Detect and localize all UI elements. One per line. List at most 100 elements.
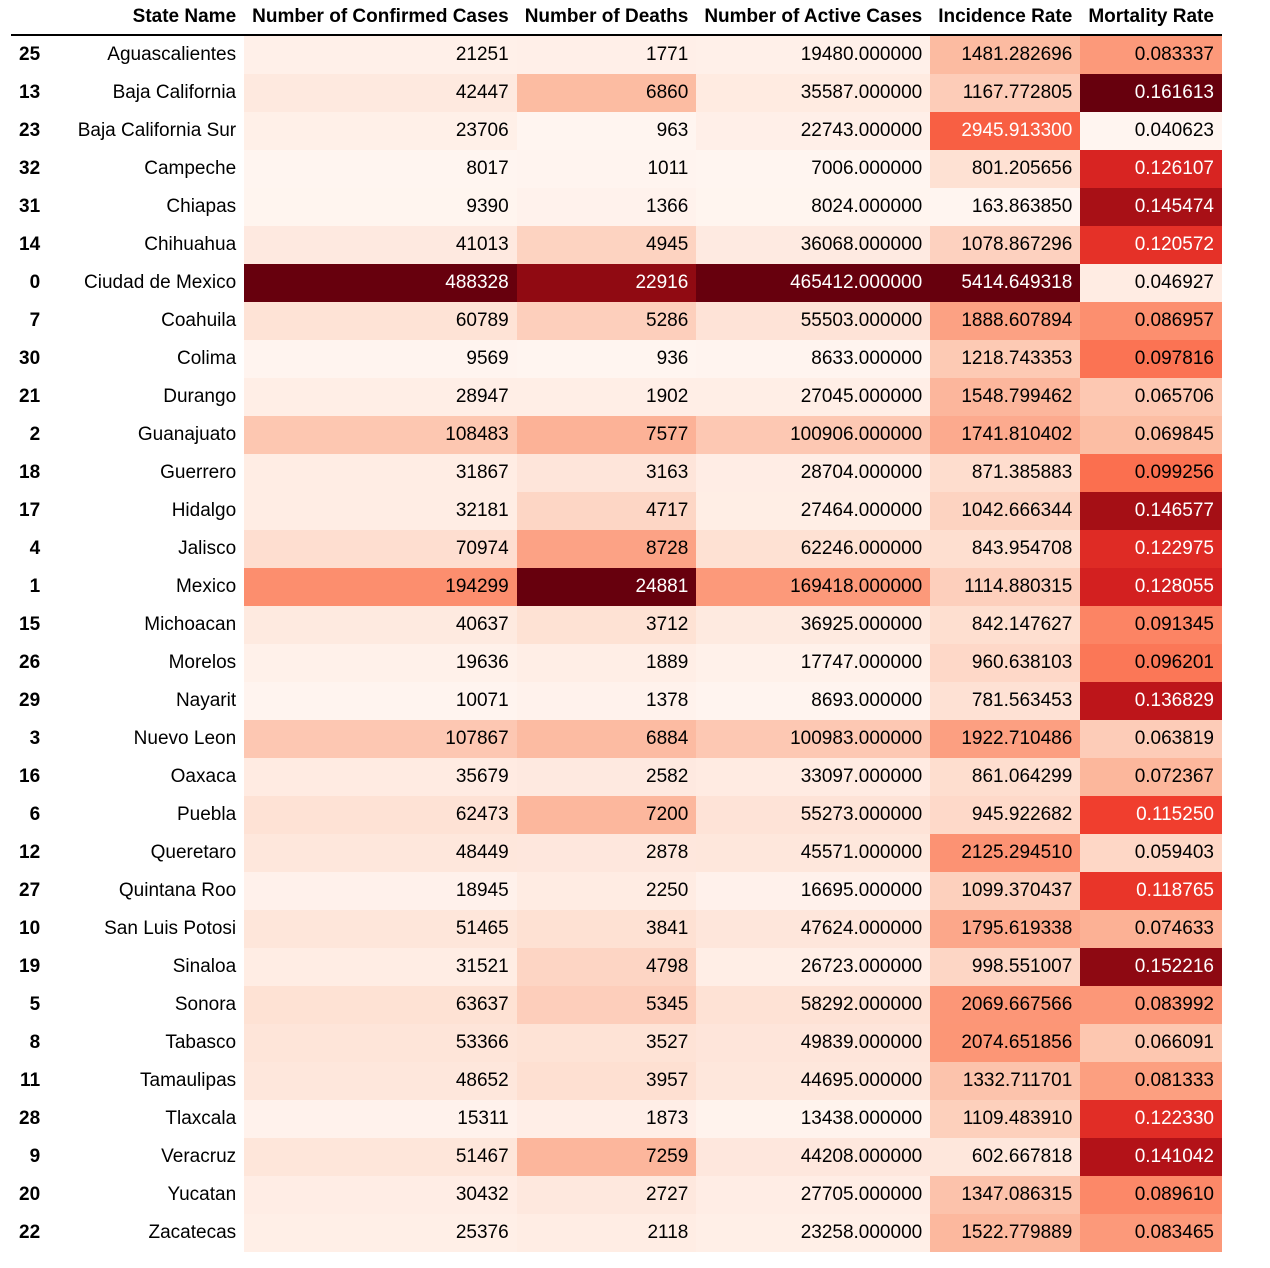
table-row: 14 Chihuahua 41013 4945 36068.000000 1078.867… [11,226,1222,264]
table-row: 19 Sinaloa 31521 4798 26723.000000 998.551007… [11,948,1222,986]
incidence-rate-cell: 5414.649318 [930,264,1081,302]
state-name-cell: Oaxaca [170,766,237,787]
state-name-cell: Coahuila [161,310,237,331]
deaths-cell: 3163 [516,454,697,492]
row-index: 3 [29,728,41,749]
incidence-rate-cell: 781.563453 [930,682,1081,720]
confirmed-cases-cell: 107867 [244,720,517,758]
row-index: 0 [29,272,41,293]
table-row: 17 Hidalgo 32181 4717 27464.000000 1042.66634… [11,492,1222,530]
mortality-rate-cell: 0.069845 [1080,416,1222,454]
confirmed-cases-cell: 62473 [244,796,517,834]
incidence-rate-cell: 1109.483910 [930,1100,1081,1138]
header-row: State Name Number of Confirmed Cases Num… [11,0,1222,36]
table-row: 22 Zacatecas 25376 2118 23258.000000 1522.779… [11,1214,1222,1252]
deaths-cell: 963 [516,112,697,150]
table-row: 23 Baja California Sur 23706 963 22743.00000… [11,112,1222,150]
mortality-rate-cell: 0.063819 [1080,720,1222,758]
active-cases-cell: 55503.000000 [696,302,931,340]
table-row: 7 Coahuila 60789 5286 55503.000000 1888.60789… [11,302,1222,340]
mortality-rate-cell: 0.161613 [1080,74,1222,112]
deaths-cell: 1873 [516,1100,697,1138]
table-row: 3 Nuevo Leon 107867 6884 100983.000000 1922.7… [11,720,1222,758]
state-name-cell: Colima [177,348,237,369]
confirmed-cases-cell: 70974 [244,530,517,568]
active-cases-cell: 36925.000000 [696,606,931,644]
deaths-cell: 7200 [516,796,697,834]
table-row: 18 Guerrero 31867 3163 28704.000000 871.38588… [11,454,1222,492]
state-name-cell: Queretaro [150,842,237,863]
mortality-rate-cell: 0.091345 [1080,606,1222,644]
table-row: 16 Oaxaca 35679 2582 33097.000000 861.064299 0… [11,758,1222,796]
row-index: 16 [19,766,41,787]
state-name-cell: Mexico [175,576,237,597]
row-index: 27 [19,880,41,901]
column-header-active-cases: Number of Active Cases [696,0,931,36]
deaths-cell: 1771 [516,35,697,74]
deaths-cell: 936 [516,340,697,378]
confirmed-cases-cell: 9569 [244,340,517,378]
active-cases-cell: 27705.000000 [696,1176,931,1214]
state-name-cell: San Luis Potosi [104,918,237,939]
row-index: 23 [19,120,41,141]
active-cases-cell: 13438.000000 [696,1100,931,1138]
table-body: 25 Aguascalientes 21251 1771 19480.000000 148… [11,35,1222,1252]
row-index: 4 [29,538,41,559]
confirmed-cases-cell: 21251 [244,35,517,74]
table-row: 30 Colima 9569 936 8633.000000 1218.743353 0.0… [11,340,1222,378]
row-index: 21 [19,386,41,407]
mortality-rate-cell: 0.083465 [1080,1214,1222,1252]
state-name-cell: Chihuahua [144,234,237,255]
state-name-cell: Puebla [176,804,237,825]
deaths-cell: 2118 [516,1214,697,1252]
confirmed-cases-cell: 48449 [244,834,517,872]
row-index: 8 [29,1032,41,1053]
row-index: 19 [19,956,41,977]
state-name-cell: Chiapas [166,196,237,217]
table-row: 31 Chiapas 9390 1366 8024.000000 163.863850 0.… [11,188,1222,226]
incidence-rate-cell: 1114.880315 [930,568,1081,606]
incidence-rate-cell: 843.954708 [930,530,1081,568]
active-cases-cell: 26723.000000 [696,948,931,986]
deaths-cell: 3841 [516,910,697,948]
mortality-rate-cell: 0.066091 [1080,1024,1222,1062]
incidence-rate-cell: 163.863850 [930,188,1081,226]
state-name-cell: Nayarit [175,690,237,711]
deaths-cell: 2582 [516,758,697,796]
incidence-rate-cell: 1795.619338 [930,910,1081,948]
row-index: 29 [19,690,41,711]
state-name-cell: Baja California Sur [77,120,237,141]
state-name-cell: Morelos [168,652,237,673]
row-index: 28 [19,1108,41,1129]
mortality-rate-cell: 0.152216 [1080,948,1222,986]
state-name-cell: Jalisco [178,538,237,559]
active-cases-cell: 169418.000000 [696,568,931,606]
active-cases-cell: 22743.000000 [696,112,931,150]
table-row: 10 San Luis Potosi 51465 3841 47624.000000 17… [11,910,1222,948]
incidence-rate-cell: 1218.743353 [930,340,1081,378]
row-index: 7 [29,310,41,331]
incidence-rate-cell: 1042.666344 [930,492,1081,530]
confirmed-cases-cell: 35679 [244,758,517,796]
active-cases-cell: 33097.000000 [696,758,931,796]
confirmed-cases-cell: 9390 [244,188,517,226]
incidence-rate-cell: 1548.799462 [930,378,1081,416]
deaths-cell: 2878 [516,834,697,872]
deaths-cell: 3712 [516,606,697,644]
row-index: 13 [19,82,41,103]
active-cases-cell: 55273.000000 [696,796,931,834]
column-header-index [11,0,49,36]
incidence-rate-cell: 2945.913300 [930,112,1081,150]
mortality-rate-cell: 0.065706 [1080,378,1222,416]
table-row: 25 Aguascalientes 21251 1771 19480.000000 148… [11,35,1222,74]
row-index: 17 [19,500,41,521]
incidence-rate-cell: 1167.772805 [930,74,1081,112]
confirmed-cases-cell: 63637 [244,986,517,1024]
state-name-cell: Tabasco [165,1032,237,1053]
confirmed-cases-cell: 18945 [244,872,517,910]
deaths-cell: 5286 [516,302,697,340]
row-index: 20 [19,1184,41,1205]
confirmed-cases-cell: 42447 [244,74,517,112]
table-row: 11 Tamaulipas 48652 3957 44695.000000 1332.71… [11,1062,1222,1100]
confirmed-cases-cell: 60789 [244,302,517,340]
